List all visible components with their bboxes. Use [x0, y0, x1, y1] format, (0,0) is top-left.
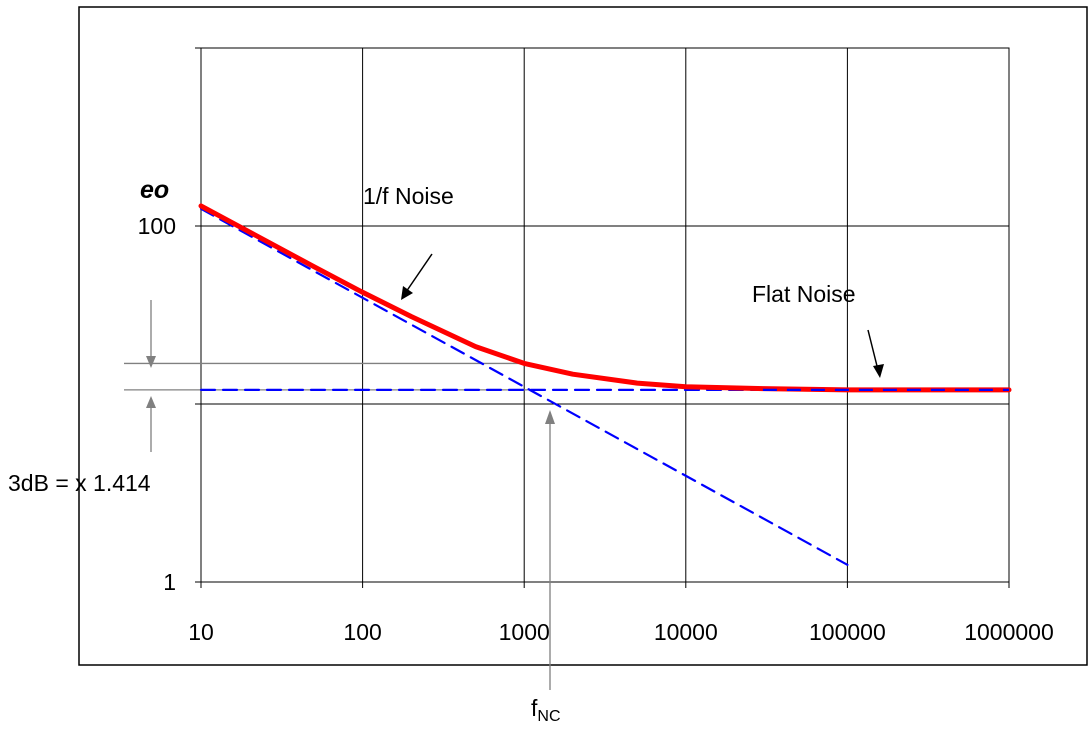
y-axis-label: eo [140, 176, 169, 204]
one-over-f-label: 1/f Noise [363, 183, 454, 209]
x-tick-label: 100 [343, 619, 381, 645]
series-line-0 [198, 203, 1012, 393]
grid-lines [195, 47, 1010, 588]
flat-noise-arrow [867, 329, 884, 378]
x-tick-label: 100000 [809, 619, 886, 645]
y-tick-label: 100 [138, 213, 176, 239]
x-tick-label: 1000000 [964, 619, 1054, 645]
y-tick-labels: 1 100 [138, 213, 176, 595]
three-db-label: 3dB = x 1.414 [8, 470, 151, 496]
fnc-marker [545, 410, 555, 690]
x-tick-label: 1000 [499, 619, 550, 645]
series-line-1 [199, 207, 849, 566]
plot-area [200, 47, 1010, 583]
y-tick-label: 1 [163, 569, 176, 595]
three-db-markers [146, 300, 156, 452]
series-layer [198, 203, 1012, 566]
flat-noise-label: Flat Noise [752, 281, 856, 307]
one-over-f-arrow [401, 253, 433, 300]
x-tick-label: 10 [188, 619, 214, 645]
fnc-label: fNC [531, 695, 561, 725]
x-tick-labels: 10 100 1000 10000 100000 1000000 [188, 619, 1054, 645]
x-tick-label: 10000 [654, 619, 718, 645]
